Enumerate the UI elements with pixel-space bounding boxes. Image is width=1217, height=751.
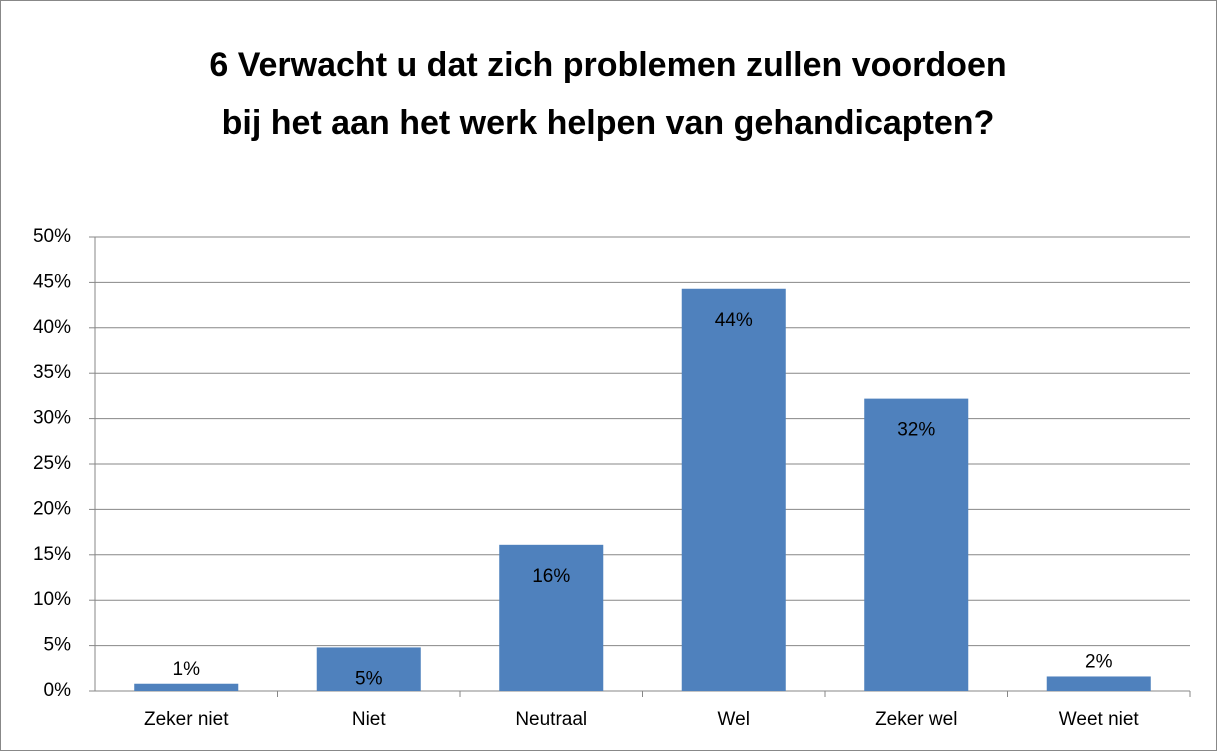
bar [499,544,604,691]
x-tick-label: Zeker wel [875,709,957,730]
y-tick-label: 25% [33,453,71,474]
y-tick-label: 45% [33,271,71,292]
bar [316,647,421,691]
y-tick-label: 50% [33,226,71,247]
x-tick-label: Zeker niet [144,709,229,730]
bar [864,398,969,691]
y-tick-label: 20% [33,498,71,519]
x-tick-label: Neutraal [515,709,587,730]
y-tick-label: 35% [33,362,71,383]
y-tick-label: 0% [44,680,72,701]
value-label: 44% [715,310,753,331]
y-tick-label: 5% [44,635,72,656]
bar [1046,676,1151,691]
x-tick-label: Wel [718,709,750,730]
bar [134,683,239,691]
value-label: 2% [1085,651,1113,672]
value-label: 5% [355,668,383,689]
y-tick-label: 40% [33,317,71,338]
bar [681,288,786,691]
y-tick-label: 30% [33,408,71,429]
chart-title: 6 Verwacht u dat zich problemen zullen v… [209,46,1007,142]
value-label: 32% [897,420,935,441]
y-tick-label: 15% [33,544,71,565]
value-label: 16% [532,566,570,587]
value-label: 1% [173,659,201,680]
x-tick-label: Weet niet [1059,709,1140,730]
y-tick-label: 10% [33,589,71,610]
x-tick-label: Niet [352,709,387,730]
